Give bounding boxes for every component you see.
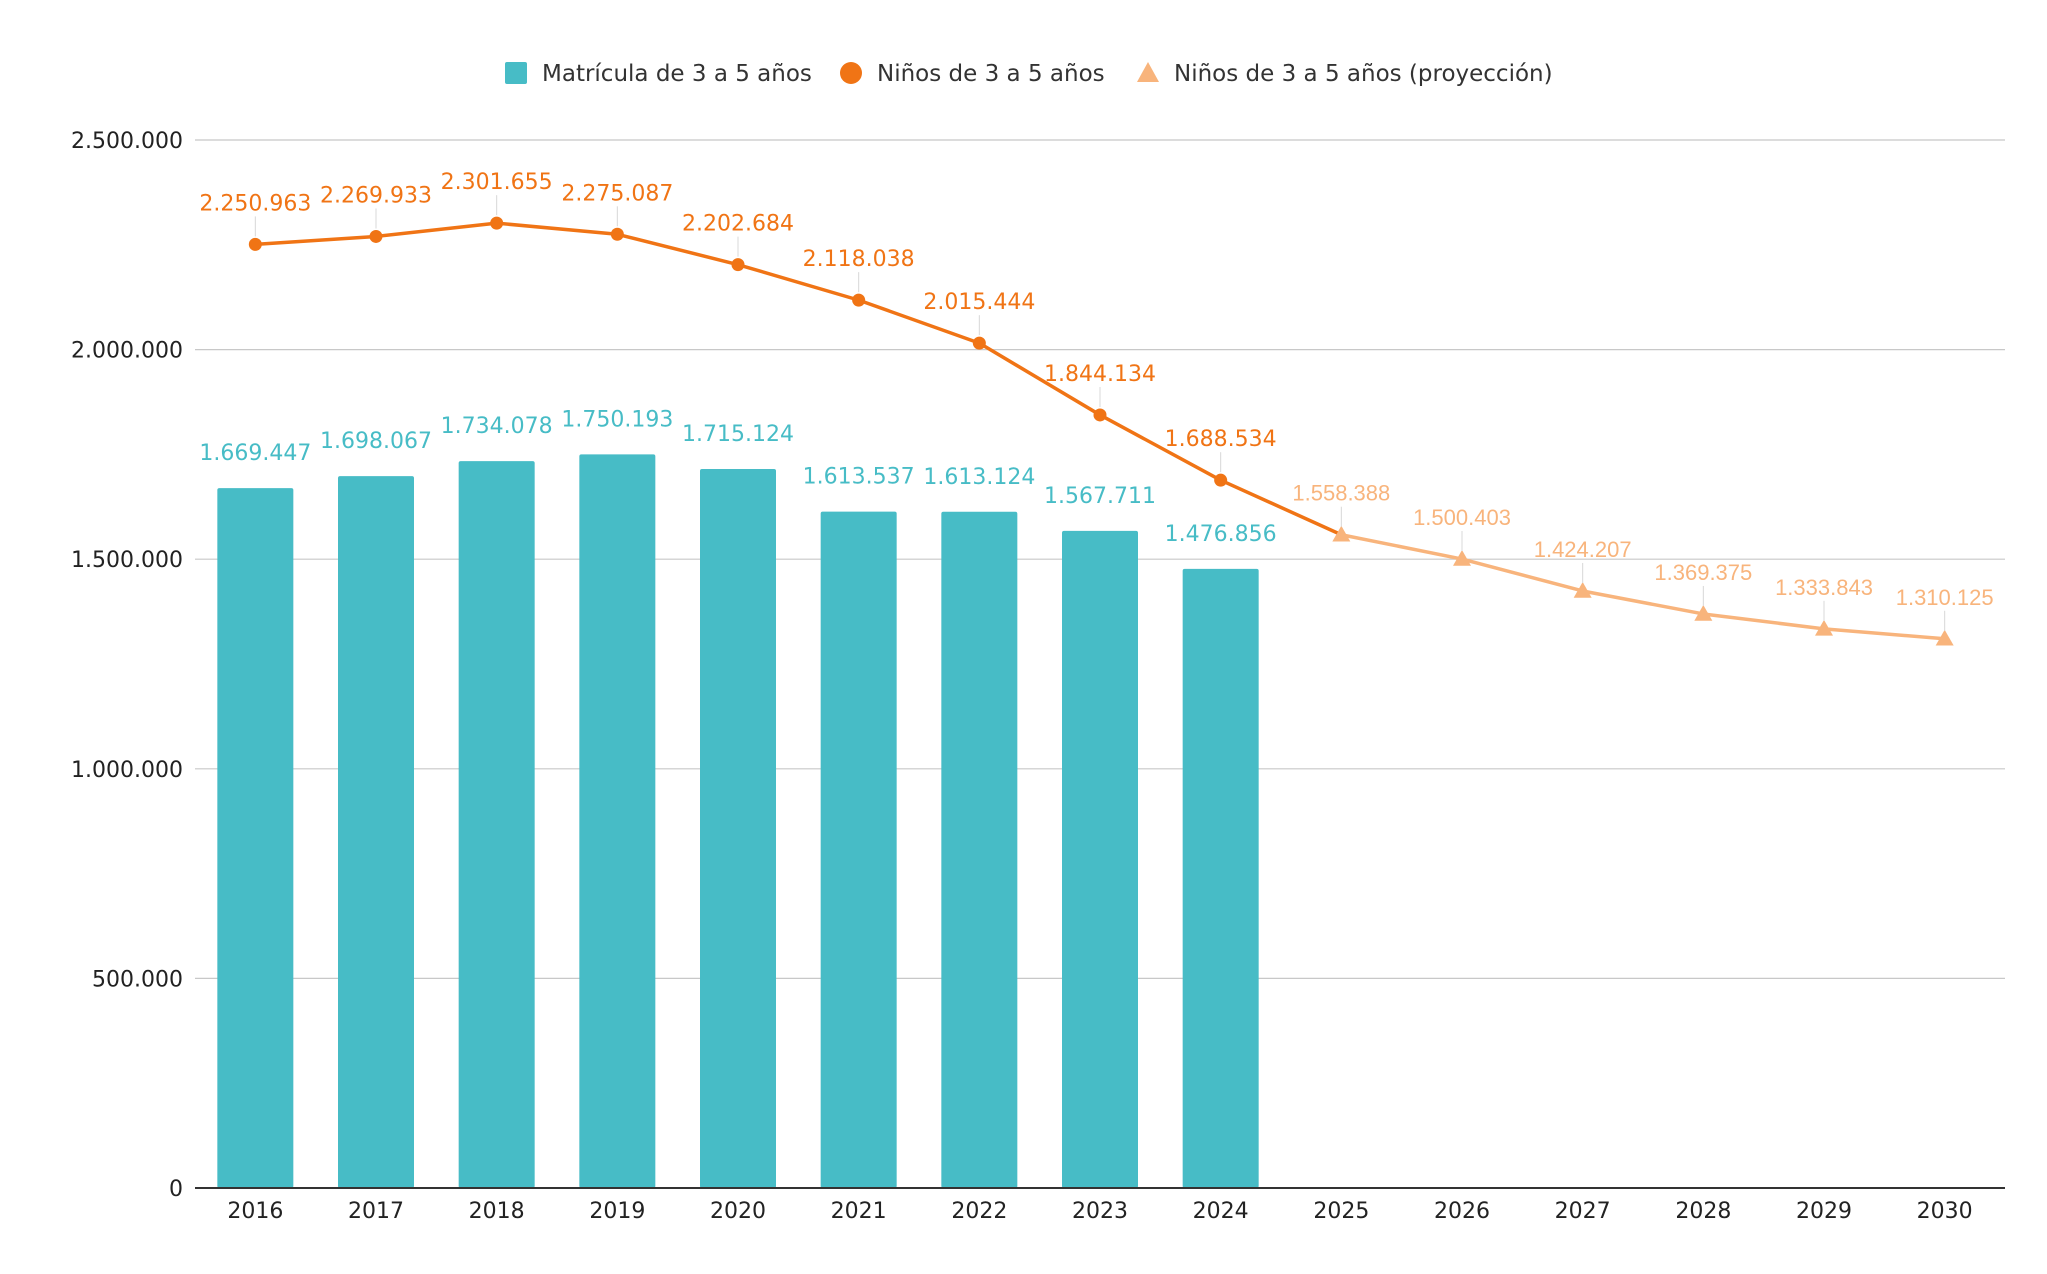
projection-point [1694,604,1713,621]
series-line [255,221,1343,537]
x-tick-label: 2024 [1193,1199,1249,1224]
projection-point [1815,619,1833,636]
y-tick-label: 0 [169,1177,183,1202]
y-tick-label: 2.000.000 [71,339,183,364]
bar-series [217,454,1259,1189]
data-label: 1.688.534 [1165,427,1277,452]
bar [1182,568,1259,1188]
bar [579,454,656,1188]
bar [941,511,1018,1188]
bar [1062,530,1138,1188]
x-tick-label: 2023 [1072,1199,1128,1224]
x-tick-label: 2020 [710,1199,766,1224]
projection-point [1935,629,1954,646]
legend-swatch [840,62,862,84]
projection-point [1573,581,1592,598]
x-tick-label: 2025 [1313,1199,1369,1224]
bar [700,469,776,1188]
data-label: 1.669.447 [199,441,311,466]
data-label: 1.613.124 [923,465,1035,490]
bar [458,461,535,1189]
y-tick-label: 1.000.000 [71,758,183,783]
data-label: 1.750.193 [561,407,673,432]
legend-swatch [1137,62,1159,82]
x-tick-label: 2019 [589,1199,645,1224]
x-tick-label: 2017 [348,1199,404,1224]
legend-label: Matrícula de 3 a 5 años [542,61,812,87]
bar [820,511,897,1188]
x-tick-label: 2029 [1796,1199,1852,1224]
legend-label: Niños de 3 a 5 años [877,61,1105,87]
data-label: 1.567.711 [1044,484,1156,509]
data-label: 1.698.067 [320,429,432,454]
data-label: 1.333.843 [1775,575,1873,600]
data-label: 1.558.388 [1292,481,1390,506]
legend: Matrícula de 3 a 5 años Niños de 3 a 5 añ… [505,61,1553,87]
data-label: 1.500.403 [1413,505,1511,530]
data-label: 1.613.537 [803,465,915,490]
data-label: 2.250.963 [199,191,311,216]
data-label: 1.734.078 [441,414,553,439]
data-label: 2.202.684 [682,212,794,237]
data-label: 2.118.038 [803,247,915,272]
line-point [610,227,624,241]
x-tick-label: 2016 [227,1199,283,1224]
line-series [248,216,1954,646]
legend-swatch [505,62,527,84]
line-point [972,336,986,350]
line-point [731,258,745,272]
x-tick-label: 2022 [951,1199,1007,1224]
projection-point [1332,525,1351,542]
bar [338,476,414,1189]
y-tick-label: 2.500.000 [71,129,183,154]
label-leaders [254,195,1946,631]
line-point [852,293,866,307]
x-tick-label: 2027 [1555,1199,1611,1224]
line-point [1093,408,1107,422]
y-tick-label: 500.000 [92,967,183,992]
y-tick-label: 1.500.000 [71,548,183,573]
y-axis: 0 500.000 1.000.000 1.500.000 2.000.000 2.500… [71,129,183,1202]
x-tick-label: 2018 [469,1199,525,1224]
data-label: 2.015.444 [923,290,1035,315]
series-line [1340,533,1945,641]
line-point [248,237,262,251]
data-labels: 1.669.447 1.698.067 1.734.078 1.750.193 1.71… [199,170,1993,610]
x-tick-label: 2026 [1434,1199,1490,1224]
data-label: 1.715.124 [682,422,794,447]
data-label: 2.301.655 [441,170,553,195]
x-axis: 2016 2017 2018 2019 2020 2021 2022 2023 2024 2025… [195,1187,2005,1224]
data-label: 1.476.856 [1165,522,1277,547]
line-point [490,216,504,230]
line-point [1214,473,1228,487]
data-label: 1.424.207 [1534,537,1632,562]
data-label: 1.844.134 [1044,362,1156,387]
legend-label: Niños de 3 a 5 años (proyección) [1174,61,1553,87]
data-label: 1.310.125 [1896,585,1994,610]
data-label: 1.369.375 [1654,560,1752,585]
projection-point [1453,550,1471,566]
x-tick-label: 2028 [1675,1199,1731,1224]
x-tick-label: 2030 [1917,1199,1973,1224]
data-label: 2.275.087 [561,181,673,206]
line-point [369,229,383,243]
data-label: 2.269.933 [320,183,432,208]
bar [217,488,294,1188]
x-tick-label: 2021 [831,1199,887,1224]
